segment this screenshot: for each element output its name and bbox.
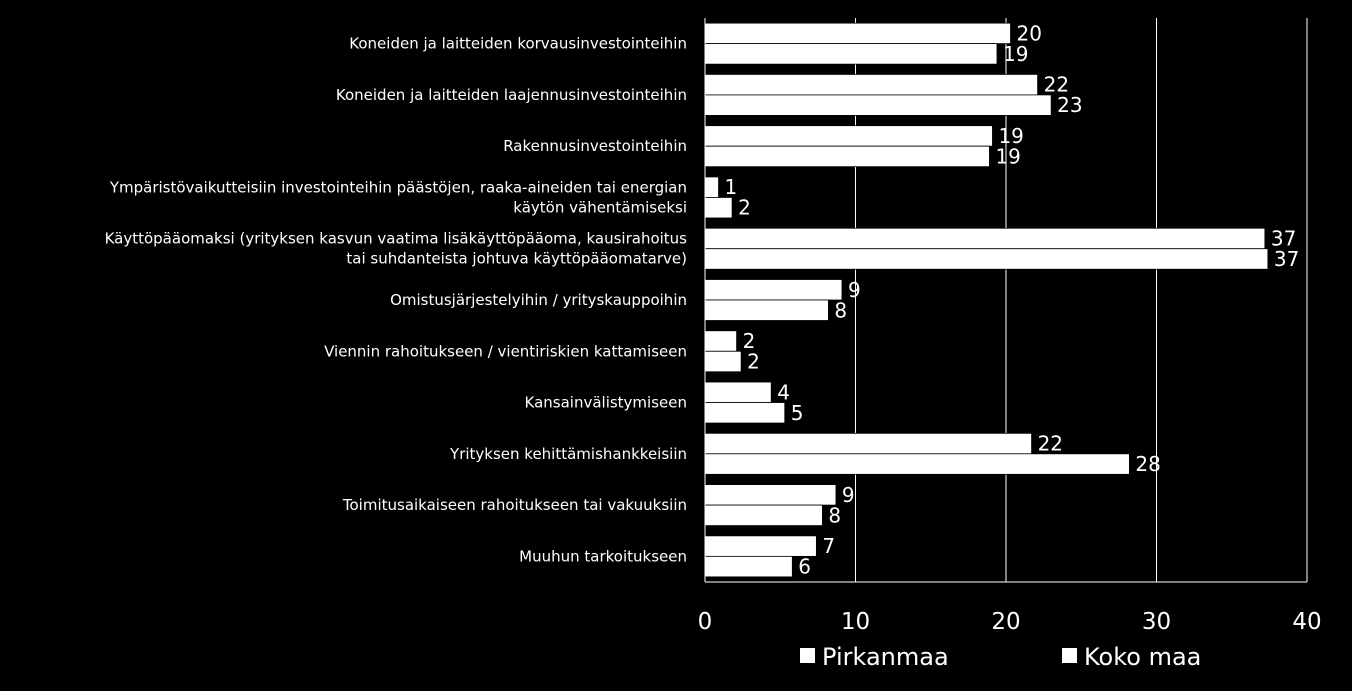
data-label: 19 [1003, 42, 1028, 66]
category-labels: Koneiden ja laitteiden korvausinvestoint… [105, 35, 688, 566]
data-label: 2 [743, 329, 756, 353]
data-label: 22 [1044, 73, 1069, 97]
bar-koko-maa [704, 504, 823, 526]
data-label: 8 [828, 503, 841, 527]
bar-pirkanmaa [704, 279, 843, 301]
tick-labels: 0 10 20 30 40 [698, 609, 1322, 635]
bar-pirkanmaa [704, 74, 1039, 96]
data-label: 28 [1135, 452, 1160, 476]
x-axis [704, 18, 1307, 583]
tick-label: 0 [698, 609, 713, 635]
bar-koko-maa [704, 248, 1269, 270]
bar-koko-maa [704, 555, 793, 578]
data-label: 6 [798, 555, 811, 579]
category-label: Toimitusaikaiseen rahoitukseen tai vakuu… [342, 496, 687, 514]
legend-swatch [1062, 648, 1077, 663]
bar-koko-maa [704, 350, 742, 373]
category-label: Ympäristövaikutteisiin investointeihin p… [109, 178, 687, 196]
category-label: tai suhdanteista johtuva käyttöpääomatar… [346, 250, 687, 268]
bar-pirkanmaa [704, 535, 817, 557]
category-label: Koneiden ja laitteiden korvausinvestoint… [349, 35, 687, 53]
tick-label: 30 [1142, 609, 1171, 635]
data-label: 19 [998, 124, 1023, 148]
bar-pirkanmaa [704, 125, 993, 147]
bar-pirkanmaa [704, 381, 772, 403]
category-label: Viennin rahoitukseen / vientiriskien kat… [324, 342, 687, 360]
data-label: 2 [747, 350, 760, 374]
data-label: 7 [822, 534, 835, 558]
bar-koko-maa [704, 453, 1130, 475]
category-label: Rakennusinvestointeihin [503, 137, 687, 155]
category-label: Yrityksen kehittämishankkeisiin [449, 445, 687, 463]
bar-koko-maa [704, 43, 998, 65]
bar-koko-maa [704, 402, 786, 424]
data-label: 8 [834, 298, 847, 322]
tick-label: 40 [1292, 609, 1321, 635]
data-label: 9 [848, 278, 861, 302]
legend: Pirkanmaa Koko maa [800, 643, 1201, 671]
bar-koko-maa [704, 145, 990, 168]
category-label: Muuhun tarkoitukseen [519, 547, 687, 565]
bar-koko-maa [704, 94, 1052, 116]
data-label: 20 [1017, 21, 1042, 45]
data-label: 37 [1274, 247, 1299, 271]
category-label: Koneiden ja laitteiden laajennusinvestoi… [336, 86, 687, 104]
bars [704, 22, 1269, 578]
data-label: 2 [738, 196, 751, 220]
data-label: 22 [1038, 432, 1063, 456]
data-label: 23 [1057, 93, 1082, 117]
data-label: 37 [1271, 226, 1296, 250]
category-label: käytön vähentämiseksi [513, 198, 687, 216]
bar-pirkanmaa [704, 22, 1011, 45]
legend-label: Pirkanmaa [822, 643, 949, 671]
tick-label: 10 [841, 609, 870, 635]
data-label: 1 [725, 175, 738, 199]
category-label: Käyttöpääomaksi (yrityksen kasvun vaatim… [105, 230, 688, 248]
data-label: 19 [995, 144, 1020, 168]
bar-pirkanmaa [704, 227, 1266, 250]
bar-koko-maa [704, 299, 829, 321]
bar-pirkanmaa [704, 432, 1032, 455]
bar-pirkanmaa [704, 176, 719, 198]
legend-label: Koko maa [1084, 643, 1201, 671]
bar-pirkanmaa [704, 330, 738, 352]
category-label: Kansainvälistymiseen [525, 394, 688, 412]
legend-swatch [800, 648, 815, 663]
data-label: 5 [791, 401, 804, 425]
data-label: 9 [842, 483, 855, 507]
bar-koko-maa [704, 197, 733, 219]
category-label: Omistusjärjestelyihin / yrityskauppoihin [390, 291, 687, 309]
bar-pirkanmaa [704, 484, 837, 506]
tick-label: 20 [991, 609, 1020, 635]
data-label: 4 [777, 380, 790, 404]
